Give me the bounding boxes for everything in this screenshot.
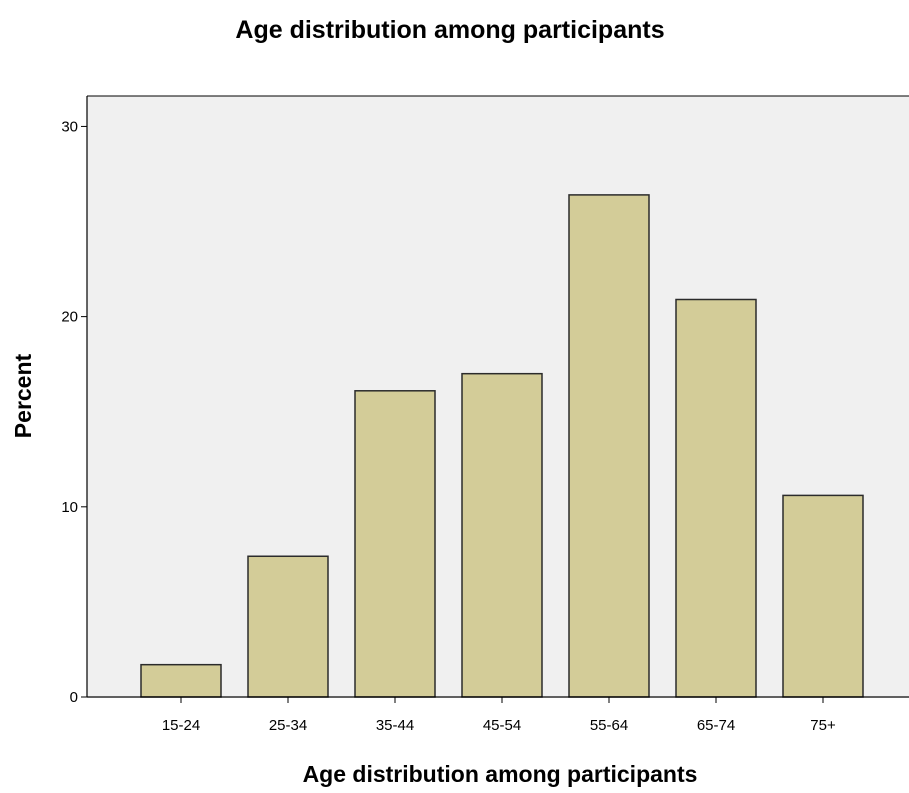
x-tick-label: 65-74 [697,717,735,734]
bar-15-24 [140,663,222,698]
bar-55-64 [568,194,650,698]
x-axis-title: Age distribution among participants [303,761,698,787]
x-ticks-group: 15-24 25-34 35-44 45-54 55-64 65-74 75+ [162,697,836,734]
bar-45-54 [461,372,543,698]
x-tick-label: 45-54 [483,717,521,734]
chart-title: Age distribution among participants [235,16,664,44]
bar-35-44 [354,390,436,698]
y-tick-label: 20 [61,309,78,326]
y-axis-title: Percent [10,353,36,438]
bar-25-34 [247,555,329,698]
x-tick-label: 35-44 [376,717,414,734]
x-tick-label: 75+ [810,717,836,734]
x-tick-label: 55-64 [590,717,628,734]
bar-65-74 [675,298,757,698]
x-tick-label: 15-24 [162,717,200,734]
y-tick-label: 0 [70,689,78,706]
bar-75+ [782,494,864,698]
y-tick-label: 10 [61,499,78,516]
y-ticks-group: 0 10 20 30 [61,118,87,706]
x-tick-label: 25-34 [269,717,307,734]
y-tick-label: 30 [61,118,78,135]
bars-group [140,194,864,698]
